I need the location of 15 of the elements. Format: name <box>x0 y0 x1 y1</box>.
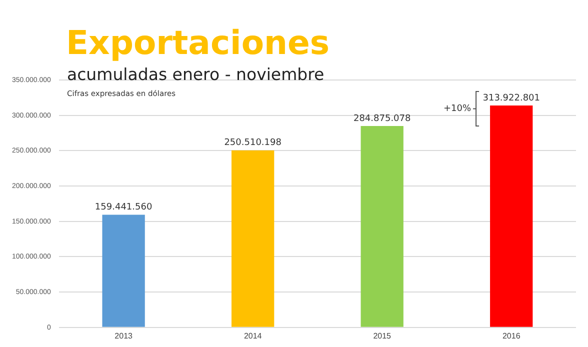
chart-title: Exportaciones <box>66 23 330 62</box>
bar <box>360 126 404 327</box>
annotation: +10% <box>443 104 472 114</box>
x-tick-label: 2014 <box>244 331 262 340</box>
bar <box>232 150 274 327</box>
bar <box>102 214 145 327</box>
bar <box>490 106 533 327</box>
data-label: 284.875.078 <box>353 114 411 124</box>
x-tick-label: 2015 <box>373 331 392 340</box>
x-tick-label: 2016 <box>502 331 521 340</box>
chart-subtitle: acumuladas enero - noviembre <box>67 65 324 85</box>
data-label: 159.441.560 <box>94 202 152 213</box>
data-label: 313.922.801 <box>482 93 540 104</box>
data-label: 250.510.198 <box>224 138 282 148</box>
x-tick-label: 2013 <box>114 331 134 340</box>
